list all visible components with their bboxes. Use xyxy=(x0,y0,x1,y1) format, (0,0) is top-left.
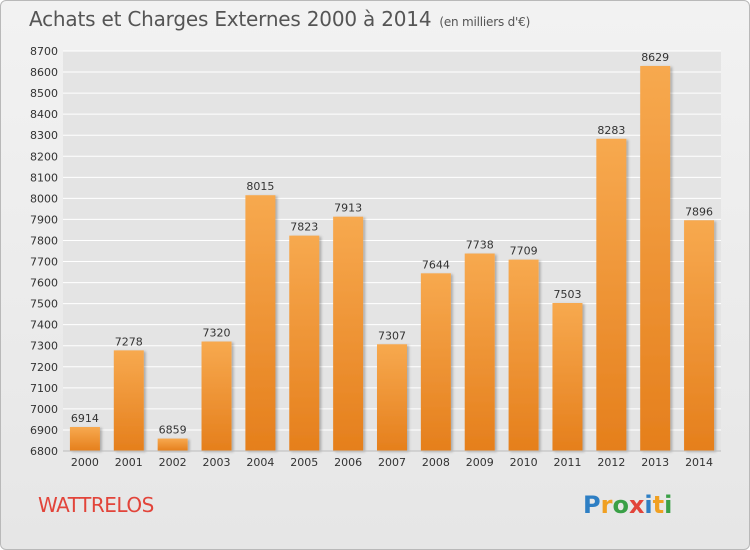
bar xyxy=(377,344,407,451)
y-tick-label: 7900 xyxy=(30,213,58,226)
x-tick-label: 2005 xyxy=(290,456,318,469)
data-label: 8015 xyxy=(246,180,274,193)
bar xyxy=(596,138,627,451)
data-label: 6914 xyxy=(71,412,99,425)
bar xyxy=(157,438,188,451)
logo-letter: i xyxy=(644,491,653,519)
bar xyxy=(201,341,232,451)
bar xyxy=(245,195,276,451)
data-label: 7278 xyxy=(115,335,143,348)
bar xyxy=(508,259,539,451)
data-label: 7896 xyxy=(685,205,713,218)
data-label: 8629 xyxy=(641,51,669,64)
x-tick-label: 2002 xyxy=(159,456,187,469)
logo-letter: i xyxy=(664,491,673,519)
data-label: 7913 xyxy=(334,202,362,215)
bar xyxy=(640,65,671,452)
data-label: 7503 xyxy=(553,288,581,301)
data-label: 7823 xyxy=(290,221,318,234)
logo-letter: o xyxy=(612,491,629,519)
bar xyxy=(552,303,583,451)
logo-letter: r xyxy=(600,491,613,519)
logo-letter: x xyxy=(628,491,645,519)
bar xyxy=(684,220,715,451)
data-label: 8283 xyxy=(597,124,625,137)
y-tick-label: 7200 xyxy=(30,361,58,374)
logo-letter: t xyxy=(652,491,665,519)
y-tick-label: 7400 xyxy=(30,319,58,332)
y-tick-label: 8700 xyxy=(30,45,58,58)
x-tick-label: 2003 xyxy=(203,456,231,469)
chart-subtitle: (en milliers d'€) xyxy=(439,15,531,29)
x-tick-label: 2013 xyxy=(641,456,669,469)
x-tick-label: 2012 xyxy=(597,456,625,469)
y-tick-label: 7800 xyxy=(30,234,58,247)
bar xyxy=(420,273,451,451)
data-label: 7644 xyxy=(422,258,450,271)
x-tick-label: 2004 xyxy=(246,456,274,469)
x-tick-label: 2011 xyxy=(553,456,581,469)
x-tick-label: 2000 xyxy=(71,456,99,469)
bar xyxy=(69,427,100,451)
y-tick-label: 8000 xyxy=(30,192,58,205)
x-tick-label: 2009 xyxy=(466,456,494,469)
y-tick-label: 7500 xyxy=(30,298,58,311)
x-tick-label: 2008 xyxy=(422,456,450,469)
data-label: 6859 xyxy=(159,424,187,437)
x-tick-label: 2001 xyxy=(115,456,143,469)
bar xyxy=(289,235,320,451)
y-tick-label: 7300 xyxy=(30,340,58,353)
x-tick-label: 2007 xyxy=(378,456,406,469)
y-tick-label: 8600 xyxy=(30,66,58,79)
bar xyxy=(113,350,144,451)
chart-title-text: Achats et Charges Externes 2000 à 2014 xyxy=(29,7,432,31)
y-tick-label: 8300 xyxy=(30,129,58,142)
x-tick-label: 2006 xyxy=(334,456,362,469)
y-tick-label: 7700 xyxy=(30,256,58,269)
y-tick-label: 8100 xyxy=(30,171,58,184)
x-tick-label: 2014 xyxy=(685,456,713,469)
logo-letter: P xyxy=(583,491,601,519)
y-tick-label: 7600 xyxy=(30,277,58,290)
data-label: 7709 xyxy=(510,245,538,258)
bar xyxy=(333,216,364,451)
y-tick-label: 8400 xyxy=(30,108,58,121)
y-tick-label: 8200 xyxy=(30,150,58,163)
bar xyxy=(464,253,495,451)
data-label: 7307 xyxy=(378,329,406,342)
y-tick-label: 6800 xyxy=(30,445,58,458)
proxiti-logo: Proxiti xyxy=(583,491,672,519)
data-label: 7320 xyxy=(203,327,231,340)
y-tick-label: 7000 xyxy=(30,403,58,416)
y-tick-label: 7100 xyxy=(30,382,58,395)
data-label: 7738 xyxy=(466,239,494,252)
x-tick-label: 2010 xyxy=(510,456,538,469)
y-tick-label: 8500 xyxy=(30,87,58,100)
y-tick-label: 6900 xyxy=(30,424,58,437)
chart-title: Achats et Charges Externes 2000 à 2014 (e… xyxy=(29,7,530,31)
commune-name: WATTRELOS xyxy=(38,493,154,517)
